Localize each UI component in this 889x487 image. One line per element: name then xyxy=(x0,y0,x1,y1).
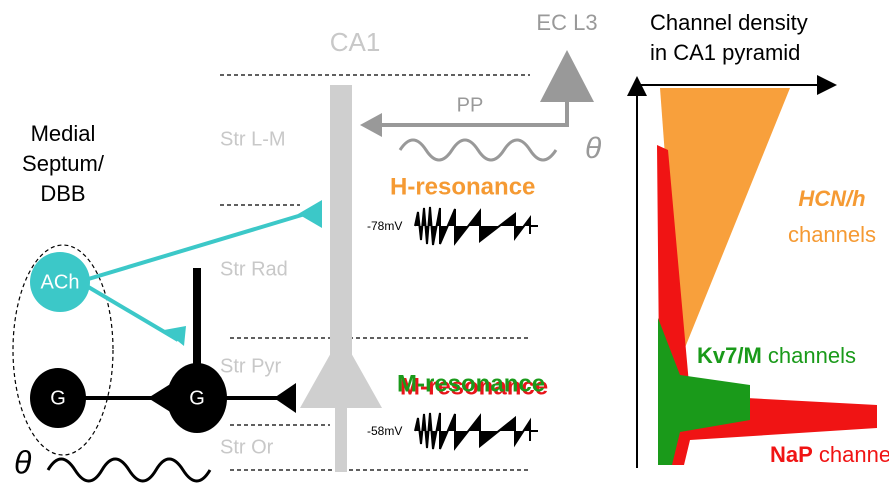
kv7-suffix: channels xyxy=(768,343,856,368)
septum-label: DBB xyxy=(40,181,85,206)
ca1-title: CA1 xyxy=(330,27,381,57)
hcn-suffix: channels xyxy=(788,222,876,247)
h-resonance: H-resonance xyxy=(390,173,535,200)
ec-label: EC L3 xyxy=(536,10,597,35)
theta-label: θ xyxy=(14,444,32,480)
theta-wave xyxy=(400,140,556,160)
septum-label: Medial xyxy=(31,121,96,146)
g-label: G xyxy=(189,387,205,409)
pp-synapse xyxy=(360,113,382,137)
density-title: in CA1 pyramid xyxy=(650,40,800,65)
pp-label: PP xyxy=(457,94,484,116)
layer-label: Str Rad xyxy=(220,258,288,280)
voltage-label: -58mV xyxy=(367,424,402,438)
ec-neuron xyxy=(540,50,594,102)
layer-label: Str L-M xyxy=(220,128,286,150)
layer-label: Str Or xyxy=(220,436,274,458)
nap-label: NaP channels xyxy=(770,442,889,467)
nap-name: NaP xyxy=(770,442,813,467)
theta-label: θ xyxy=(585,132,602,165)
m-trace xyxy=(415,413,538,449)
ach-label: ACh xyxy=(41,271,80,293)
hcn-label: HCN/h xyxy=(798,186,865,211)
theta-wave xyxy=(48,459,210,481)
voltage-label: -78mV xyxy=(367,219,402,233)
nap-suffix: channels xyxy=(819,442,889,467)
kv7-name: Kv7/M xyxy=(697,343,762,368)
kv7-label: Kv7/M channels xyxy=(697,343,856,368)
g-label: G xyxy=(50,387,66,409)
layer-label: Str Pyr xyxy=(220,355,281,377)
density-title: Channel density xyxy=(650,10,808,35)
h-trace xyxy=(415,207,538,245)
m-resonance: M-resonance xyxy=(397,370,545,397)
pyramidal-neuron xyxy=(300,85,382,472)
diagram: CA1 Str L-M Str Rad Str Pyr Str Or EC L3… xyxy=(0,0,889,487)
septum-label: Septum/ xyxy=(22,151,105,176)
